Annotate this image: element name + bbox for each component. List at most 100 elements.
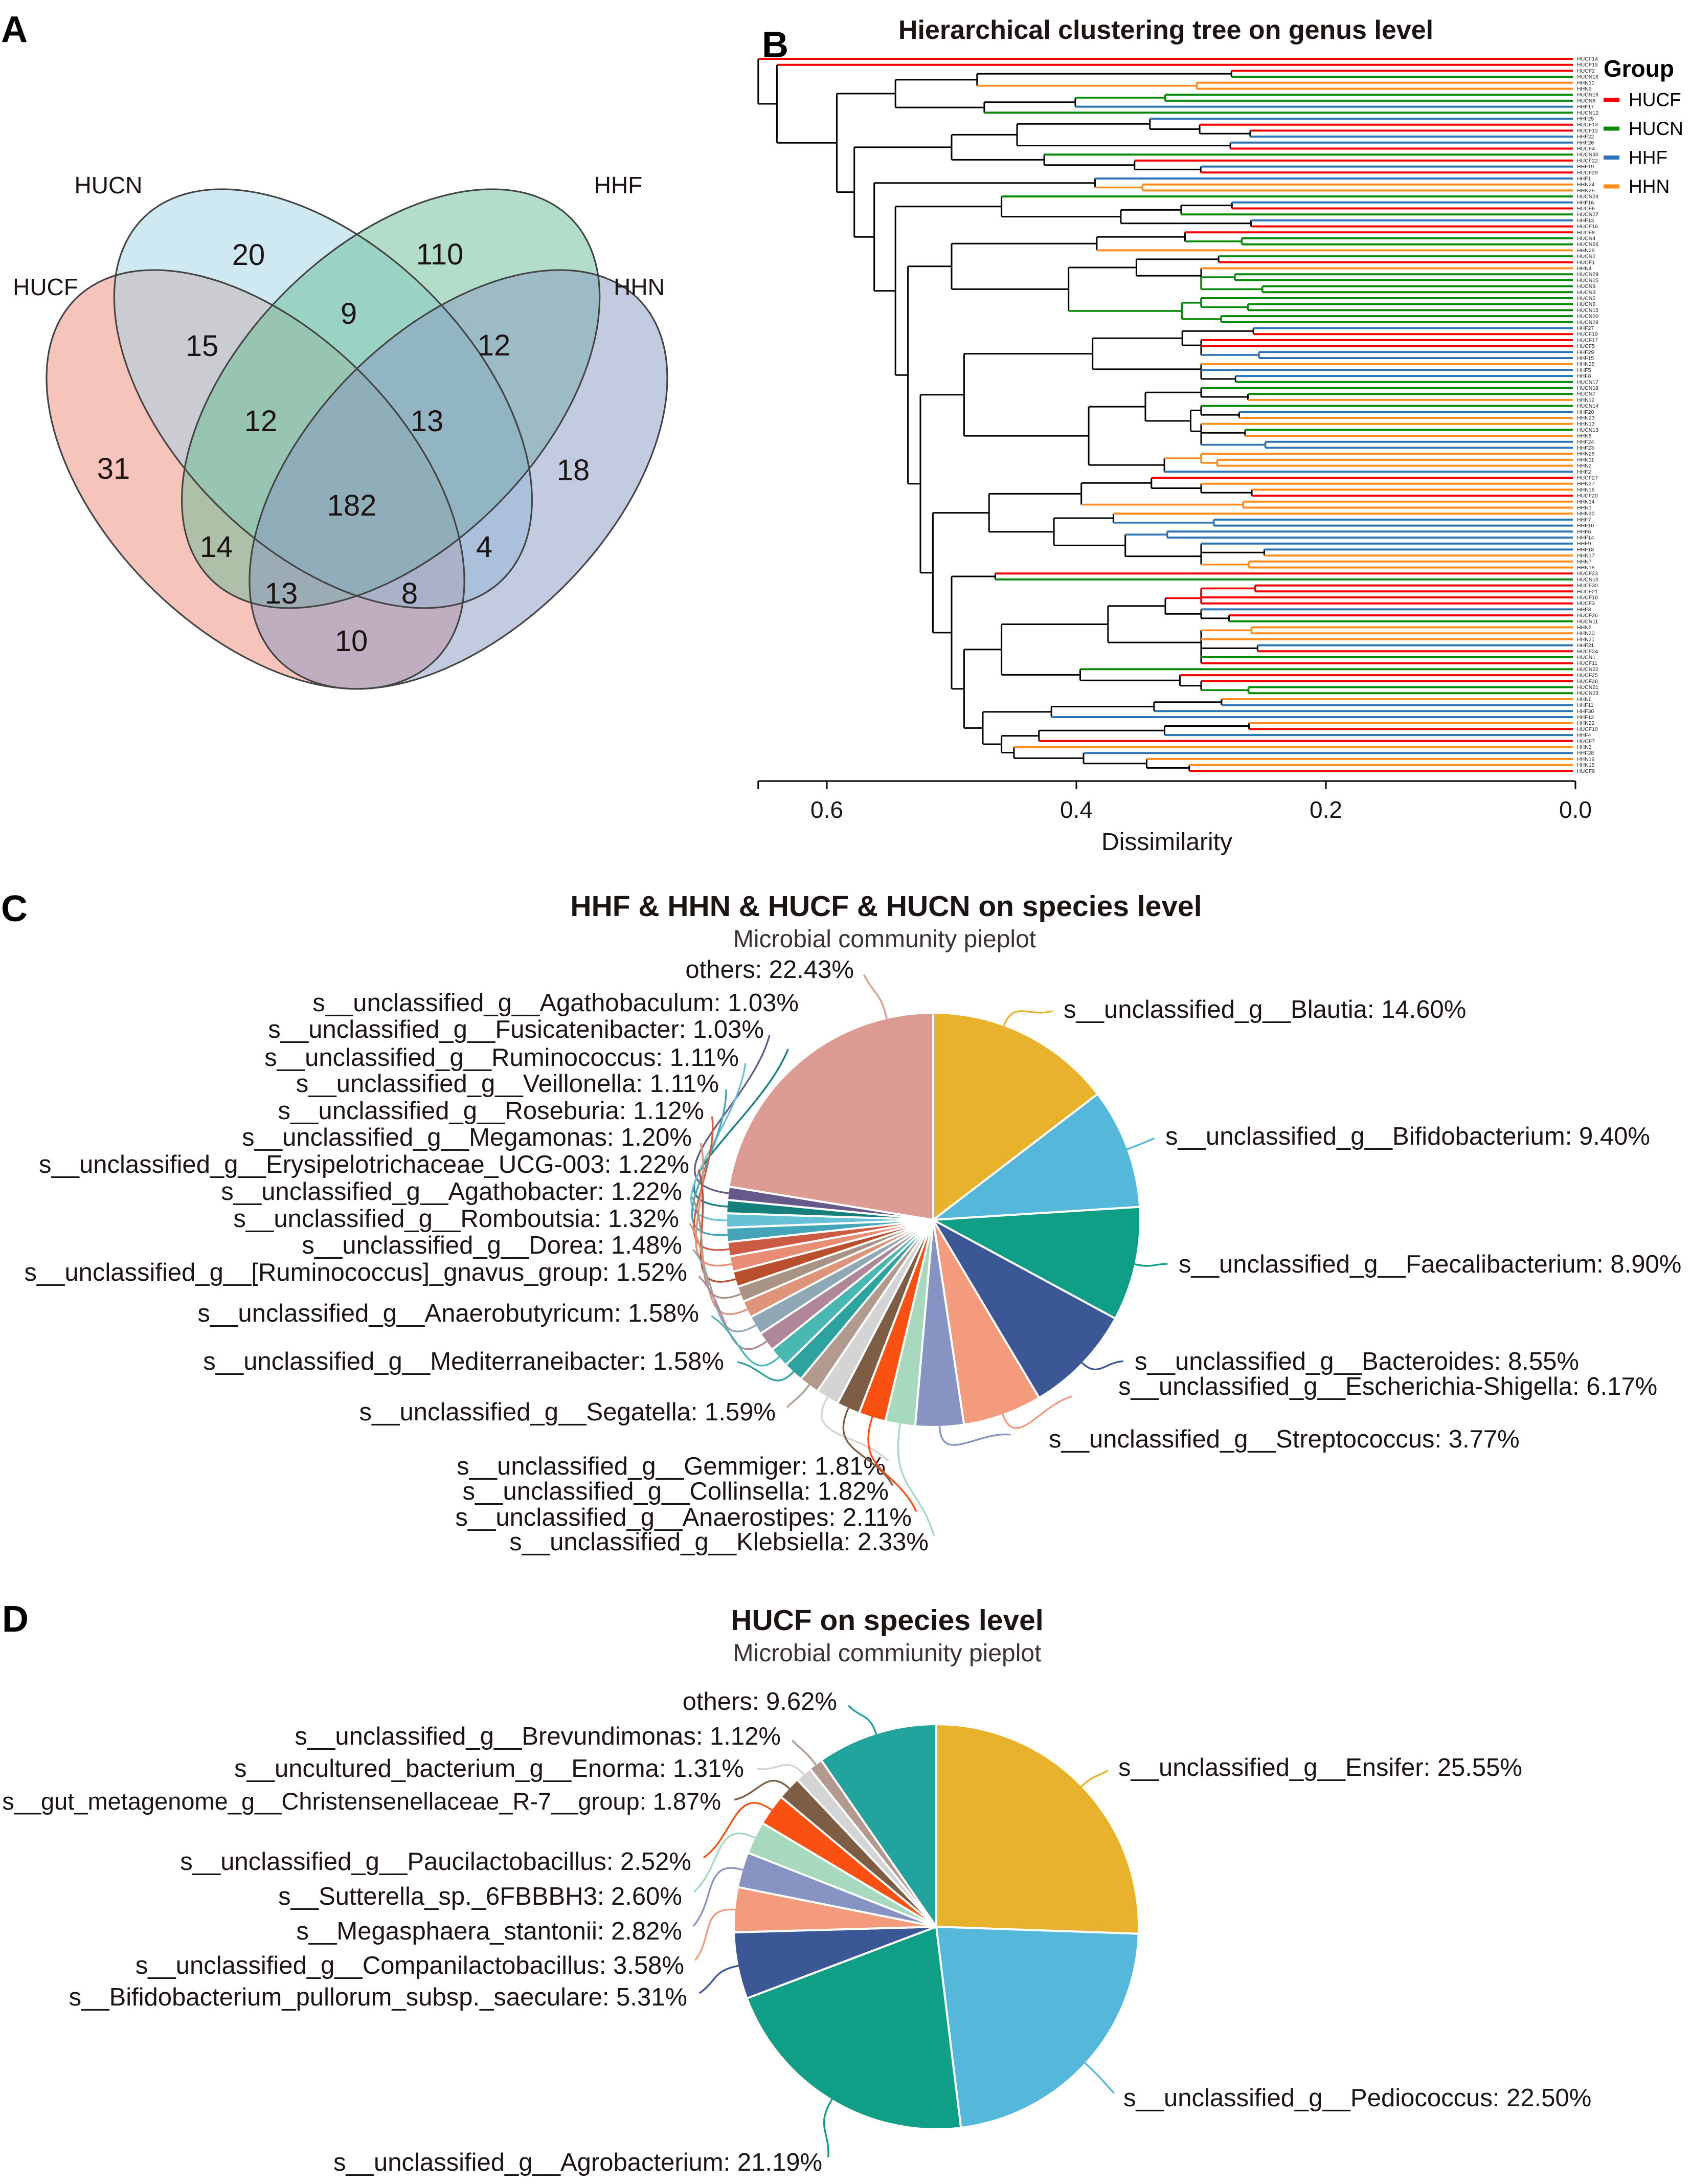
svg-text:9: 9 (341, 297, 357, 330)
svg-text:HHN23: HHN23 (1577, 415, 1595, 421)
svg-text:HUCF19: HUCF19 (1577, 331, 1598, 338)
svg-text:HHN12: HHN12 (1577, 397, 1595, 403)
svg-text:HHN1: HHN1 (1577, 505, 1592, 511)
svg-text:HHN15: HHN15 (1577, 762, 1595, 768)
svg-text:Hierarchical clustering tree o: Hierarchical clustering tree on genus le… (898, 15, 1433, 45)
svg-text:HUCN4: HUCN4 (1577, 236, 1595, 242)
svg-text:0.6: 0.6 (810, 796, 843, 823)
svg-text:HUCN5: HUCN5 (1577, 296, 1595, 302)
svg-text:HUCF15: HUCF15 (1577, 62, 1598, 68)
svg-text:HHN14: HHN14 (1577, 499, 1595, 505)
svg-text:HHF11: HHF11 (1577, 702, 1594, 708)
svg-text:HHF18: HHF18 (1577, 547, 1594, 553)
svg-text:s__unclassified_g__Gemmiger: 1: s__unclassified_g__Gemmiger: 1.81% (457, 1453, 886, 1480)
svg-text:31: 31 (97, 452, 130, 485)
svg-text:s__Bifidobacterium_pullorum_su: s__Bifidobacterium_pullorum_subsp._saecu… (69, 1984, 687, 2011)
svg-text:HHN17: HHN17 (1577, 553, 1595, 559)
svg-text:14: 14 (200, 530, 233, 564)
svg-text:s__unclassified_g__Mediterrane: s__unclassified_g__Mediterraneibacter: 1… (203, 1348, 724, 1375)
svg-text:HUCF13: HUCF13 (1577, 122, 1598, 128)
svg-text:15: 15 (186, 329, 219, 363)
svg-text:HUCF on species level: HUCF on species level (731, 1604, 1043, 1637)
svg-text:s__unclassified_g__Bifidobacte: s__unclassified_g__Bifidobacterium: 9.40… (1165, 1123, 1650, 1150)
svg-text:HUCF29: HUCF29 (1577, 170, 1598, 176)
svg-text:10: 10 (335, 625, 368, 658)
svg-text:HHF13: HHF13 (1577, 217, 1594, 224)
svg-text:s__unclassified_g__Segatella:: s__unclassified_g__Segatella: 1.59% (359, 1398, 776, 1426)
svg-text:HUCF18: HUCF18 (1577, 595, 1598, 601)
svg-text:s__unclassified_g__Fusicatenib: s__unclassified_g__Fusicatenibacter: 1.0… (268, 1016, 764, 1043)
svg-text:110: 110 (416, 238, 463, 271)
svg-text:HHN20: HHN20 (1577, 631, 1595, 637)
svg-text:HHF16: HHF16 (1577, 199, 1594, 206)
svg-text:HUCN11: HUCN11 (1577, 618, 1598, 625)
svg-text:s__unclassified_g__Romboutsia:: s__unclassified_g__Romboutsia: 1.32% (233, 1205, 679, 1233)
svg-text:s__unclassified_g__Faecalibact: s__unclassified_g__Faecalibacterium: 8.9… (1179, 1251, 1681, 1278)
svg-text:HUCF16: HUCF16 (1577, 224, 1598, 230)
svg-text:HUCF3: HUCF3 (1577, 600, 1595, 607)
svg-text:HHF5: HHF5 (1577, 367, 1591, 373)
svg-text:HHF30: HHF30 (1577, 708, 1594, 715)
svg-text:Microbial community pieplot: Microbial community pieplot (733, 926, 1036, 953)
svg-text:s__unclassified_g__Roseburia:: s__unclassified_g__Roseburia: 1.12% (278, 1097, 704, 1125)
svg-text:s__unclassified_g__Agrobacteri: s__unclassified_g__Agrobacterium: 21.19% (333, 2149, 822, 2176)
svg-text:HHN28: HHN28 (1577, 451, 1595, 457)
svg-text:Microbial commiunity pieplot: Microbial commiunity pieplot (733, 1640, 1042, 1667)
svg-text:HHF14: HHF14 (1577, 535, 1594, 541)
svg-text:HUCN: HUCN (1629, 118, 1683, 139)
svg-text:HUCF25: HUCF25 (1577, 673, 1598, 679)
svg-text:HHF15: HHF15 (1577, 355, 1594, 362)
svg-text:HUCN15: HUCN15 (1577, 307, 1598, 314)
svg-text:HHN24: HHN24 (1577, 182, 1595, 188)
svg-text:0.2: 0.2 (1310, 796, 1342, 823)
svg-text:others: 9.62%: others: 9.62% (683, 1688, 837, 1715)
svg-text:HHN9: HHN9 (1577, 86, 1592, 92)
svg-text:HUCN6: HUCN6 (1577, 301, 1595, 307)
svg-text:HUCF4: HUCF4 (1577, 146, 1595, 152)
svg-text:HUCN20: HUCN20 (1577, 314, 1598, 320)
svg-text:HUCF26: HUCF26 (1577, 613, 1598, 619)
svg-text:HHN6: HHN6 (1577, 696, 1592, 702)
svg-text:HHN13: HHN13 (1577, 421, 1595, 427)
svg-text:HUCN26: HUCN26 (1577, 241, 1598, 248)
svg-text:HUCN24: HUCN24 (1577, 194, 1598, 200)
svg-text:HUCF7: HUCF7 (1577, 738, 1595, 744)
svg-text:HHF26: HHF26 (1577, 140, 1594, 146)
svg-text:HHF21: HHF21 (1577, 642, 1594, 649)
svg-text:s__unclassified_g__Anaerobutyr: s__unclassified_g__Anaerobutyricum: 1.58… (197, 1300, 699, 1327)
svg-text:s__unclassified_g__Blautia: 14: s__unclassified_g__Blautia: 14.60% (1064, 996, 1466, 1023)
svg-text:HHF9: HHF9 (1577, 541, 1591, 547)
svg-text:HUCN19: HUCN19 (1577, 385, 1598, 391)
svg-text:s__unclassified_g__Anaerostipe: s__unclassified_g__Anaerostipes: 2.11% (455, 1504, 912, 1531)
svg-text:HUCF2: HUCF2 (1577, 68, 1595, 74)
svg-text:Group: Group (1604, 55, 1674, 82)
svg-text:HHN25: HHN25 (1577, 361, 1595, 367)
svg-text:HHF8: HHF8 (1577, 373, 1591, 380)
svg-text:HHN16: HHN16 (1577, 487, 1595, 493)
svg-text:HHF12: HHF12 (1577, 715, 1594, 721)
svg-text:8: 8 (401, 577, 418, 610)
svg-text:HUCN1: HUCN1 (1577, 655, 1595, 661)
svg-text:HUCF30: HUCF30 (1577, 583, 1598, 589)
svg-text:A: A (1, 9, 28, 50)
svg-text:D: D (2, 1599, 29, 1640)
svg-text:HHN21: HHN21 (1577, 636, 1595, 642)
svg-text:HHN: HHN (614, 274, 665, 300)
svg-text:0.4: 0.4 (1060, 796, 1093, 823)
svg-text:HUCN25: HUCN25 (1577, 277, 1598, 283)
svg-text:HUCF17: HUCF17 (1577, 337, 1598, 343)
svg-text:HUCF20: HUCF20 (1577, 493, 1598, 499)
svg-text:HHN: HHN (1629, 176, 1670, 197)
svg-text:HHF6: HHF6 (1577, 529, 1591, 535)
svg-text:HUCF1: HUCF1 (1577, 259, 1595, 265)
svg-text:s__unclassified_g__Klebsiella:: s__unclassified_g__Klebsiella: 2.33% (509, 1528, 929, 1556)
svg-text:HHN4: HHN4 (1577, 265, 1592, 272)
svg-text:13: 13 (265, 577, 298, 610)
svg-text:HUCN21: HUCN21 (1577, 684, 1598, 690)
svg-text:HHF4: HHF4 (1577, 732, 1591, 739)
svg-text:HHF10: HHF10 (1577, 523, 1594, 529)
svg-text:HHF: HHF (594, 172, 643, 198)
svg-text:HHF7: HHF7 (1577, 517, 1591, 523)
svg-text:HHN3: HHN3 (1577, 744, 1592, 750)
svg-text:HUCN7: HUCN7 (1577, 391, 1595, 397)
